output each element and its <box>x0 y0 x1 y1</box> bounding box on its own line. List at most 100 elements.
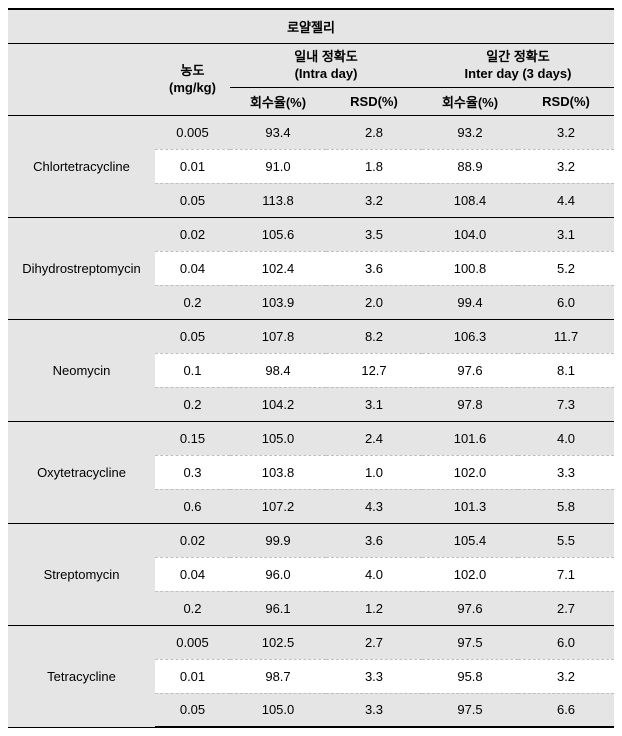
inter-rsd-cell: 6.0 <box>518 625 614 659</box>
intra-rsd-cell: 4.0 <box>326 557 422 591</box>
inter-recovery-cell: 97.6 <box>422 591 518 625</box>
table-title: 로얄젤리 <box>8 9 614 43</box>
intra-l1: 일내 정확도 <box>294 49 357 64</box>
inter-rsd-cell: 5.5 <box>518 523 614 557</box>
intra-recovery-cell: 102.5 <box>230 625 326 659</box>
conc-cell: 0.05 <box>155 319 230 353</box>
inter-rsd-cell: 3.2 <box>518 659 614 693</box>
intra-recovery-cell: 107.8 <box>230 319 326 353</box>
intra-rsd-cell: 1.2 <box>326 591 422 625</box>
conc-cell: 0.3 <box>155 455 230 489</box>
compound-name: Oxytetracycline <box>8 421 155 523</box>
col-header-inter: 일간 정확도 Inter day (3 days) <box>422 43 614 87</box>
conc-cell: 0.04 <box>155 251 230 285</box>
conc-cell: 0.04 <box>155 557 230 591</box>
inter-recovery-cell: 104.0 <box>422 217 518 251</box>
conc-cell: 0.2 <box>155 285 230 319</box>
inter-recovery-cell: 101.3 <box>422 489 518 523</box>
inter-recovery-cell: 93.2 <box>422 115 518 149</box>
inter-recovery-cell: 97.6 <box>422 353 518 387</box>
col-header-intra: 일내 정확도 (Intra day) <box>230 43 422 87</box>
inter-recovery-cell: 95.8 <box>422 659 518 693</box>
intra-rsd-cell: 3.6 <box>326 251 422 285</box>
inter-recovery-cell: 99.4 <box>422 285 518 319</box>
col-header-intra-rsd: RSD(%) <box>326 87 422 115</box>
compound-name: Neomycin <box>8 319 155 421</box>
compound-name: Dihydrostreptomycin <box>8 217 155 319</box>
intra-rsd-cell: 1.8 <box>326 149 422 183</box>
conc-cell: 0.2 <box>155 591 230 625</box>
inter-recovery-cell: 102.0 <box>422 557 518 591</box>
conc-cell: 0.6 <box>155 489 230 523</box>
intra-recovery-cell: 113.8 <box>230 183 326 217</box>
intra-recovery-cell: 98.4 <box>230 353 326 387</box>
intra-l2: (Intra day) <box>295 66 358 81</box>
col-header-inter-recovery: 회수율(%) <box>422 87 518 115</box>
inter-rsd-cell: 6.6 <box>518 693 614 727</box>
conc-unit: (mg/kg) <box>169 80 216 95</box>
inter-recovery-cell: 88.9 <box>422 149 518 183</box>
conc-cell: 0.005 <box>155 115 230 149</box>
conc-cell: 0.01 <box>155 659 230 693</box>
intra-rsd-cell: 2.8 <box>326 115 422 149</box>
inter-recovery-cell: 97.8 <box>422 387 518 421</box>
intra-rsd-cell: 3.5 <box>326 217 422 251</box>
intra-recovery-cell: 99.9 <box>230 523 326 557</box>
conc-cell: 0.005 <box>155 625 230 659</box>
compound-name: Tetracycline <box>8 625 155 727</box>
inter-rsd-cell: 5.2 <box>518 251 614 285</box>
table-row: Oxytetracycline0.15105.02.4101.64.0 <box>8 421 614 455</box>
intra-recovery-cell: 105.0 <box>230 421 326 455</box>
inter-rsd-cell: 4.0 <box>518 421 614 455</box>
table-row: Streptomycin0.0299.93.6105.45.5 <box>8 523 614 557</box>
inter-rsd-cell: 6.0 <box>518 285 614 319</box>
inter-rsd-cell: 11.7 <box>518 319 614 353</box>
inter-rsd-cell: 4.4 <box>518 183 614 217</box>
intra-recovery-cell: 93.4 <box>230 115 326 149</box>
inter-rsd-cell: 3.2 <box>518 115 614 149</box>
intra-recovery-cell: 103.8 <box>230 455 326 489</box>
col-header-conc: 농도 (mg/kg) <box>155 43 230 115</box>
intra-recovery-cell: 105.0 <box>230 693 326 727</box>
intra-rsd-cell: 3.3 <box>326 693 422 727</box>
intra-rsd-cell: 8.2 <box>326 319 422 353</box>
inter-rsd-cell: 8.1 <box>518 353 614 387</box>
table-row: Dihydrostreptomycin0.02105.63.5104.03.1 <box>8 217 614 251</box>
table-body: Chlortetracycline0.00593.42.893.23.20.01… <box>8 115 614 727</box>
intra-recovery-cell: 105.6 <box>230 217 326 251</box>
conc-cell: 0.1 <box>155 353 230 387</box>
intra-recovery-cell: 104.2 <box>230 387 326 421</box>
accuracy-table: 로얄젤리 농도 (mg/kg) 일내 정확도 (Intra day) 일간 정확… <box>8 8 614 728</box>
intra-recovery-cell: 103.9 <box>230 285 326 319</box>
inter-rsd-cell: 3.3 <box>518 455 614 489</box>
inter-rsd-cell: 7.1 <box>518 557 614 591</box>
intra-rsd-cell: 12.7 <box>326 353 422 387</box>
conc-cell: 0.2 <box>155 387 230 421</box>
inter-recovery-cell: 106.3 <box>422 319 518 353</box>
inter-recovery-cell: 101.6 <box>422 421 518 455</box>
inter-rsd-cell: 3.2 <box>518 149 614 183</box>
inter-rsd-cell: 7.3 <box>518 387 614 421</box>
conc-cell: 0.05 <box>155 183 230 217</box>
conc-cell: 0.02 <box>155 523 230 557</box>
conc-cell: 0.15 <box>155 421 230 455</box>
intra-rsd-cell: 3.6 <box>326 523 422 557</box>
inter-recovery-cell: 97.5 <box>422 625 518 659</box>
inter-recovery-cell: 100.8 <box>422 251 518 285</box>
conc-cell: 0.02 <box>155 217 230 251</box>
intra-rsd-cell: 4.3 <box>326 489 422 523</box>
inter-rsd-cell: 5.8 <box>518 489 614 523</box>
conc-label: 농도 <box>181 63 205 78</box>
table-row: Tetracycline0.005102.52.797.56.0 <box>8 625 614 659</box>
intra-recovery-cell: 102.4 <box>230 251 326 285</box>
compound-name: Chlortetracycline <box>8 115 155 217</box>
intra-recovery-cell: 96.0 <box>230 557 326 591</box>
inter-l1: 일간 정확도 <box>486 49 549 64</box>
intra-recovery-cell: 96.1 <box>230 591 326 625</box>
intra-rsd-cell: 2.0 <box>326 285 422 319</box>
table-row: Neomycin0.05107.88.2106.311.7 <box>8 319 614 353</box>
intra-rsd-cell: 3.2 <box>326 183 422 217</box>
intra-recovery-cell: 107.2 <box>230 489 326 523</box>
inter-recovery-cell: 97.5 <box>422 693 518 727</box>
inter-recovery-cell: 108.4 <box>422 183 518 217</box>
